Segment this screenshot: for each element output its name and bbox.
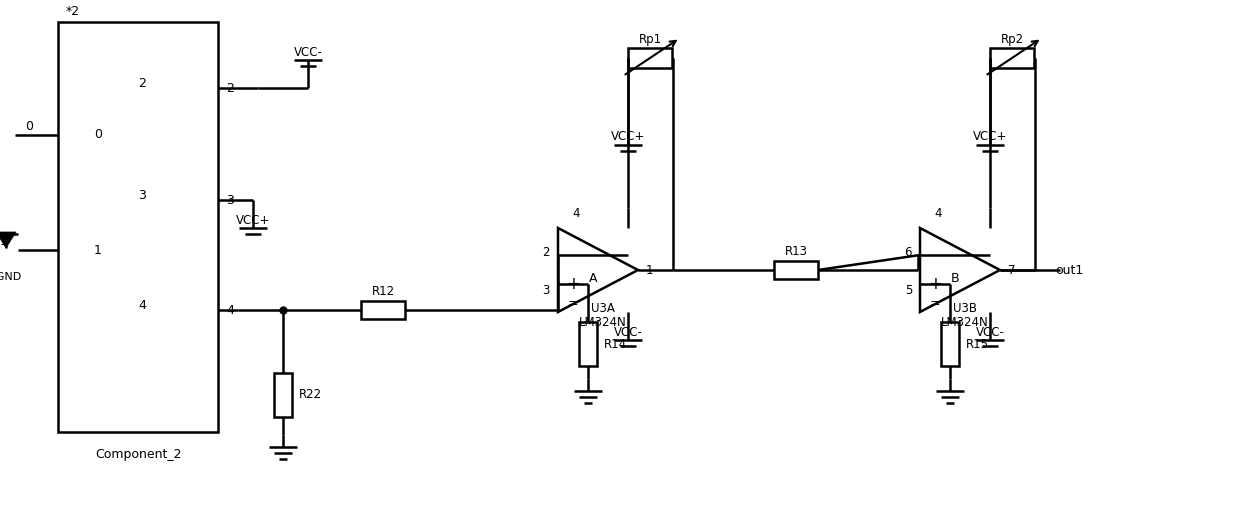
Bar xyxy=(941,322,959,366)
Bar xyxy=(274,373,291,417)
Text: 0: 0 xyxy=(25,120,33,133)
Text: 4: 4 xyxy=(138,299,146,312)
Text: 2: 2 xyxy=(543,246,551,259)
Text: 6: 6 xyxy=(904,246,911,259)
Bar xyxy=(627,48,672,68)
Text: Component_2: Component_2 xyxy=(94,448,181,461)
Text: =: = xyxy=(930,297,940,310)
Text: VCC-: VCC- xyxy=(614,326,642,339)
Text: +: + xyxy=(567,275,580,293)
Text: Rp1: Rp1 xyxy=(639,33,662,46)
Text: 7: 7 xyxy=(1008,264,1016,277)
Text: VCC-: VCC- xyxy=(294,45,322,58)
Text: 4: 4 xyxy=(226,304,234,317)
Text: A: A xyxy=(589,271,598,284)
Text: −: − xyxy=(929,249,941,264)
Text: *2: *2 xyxy=(66,5,81,18)
Bar xyxy=(579,322,596,366)
Text: 5: 5 xyxy=(905,283,911,296)
Bar xyxy=(774,261,818,279)
Text: 1: 1 xyxy=(646,264,653,277)
Text: 2: 2 xyxy=(226,82,234,95)
Text: R15: R15 xyxy=(966,337,990,350)
Text: R14: R14 xyxy=(604,337,627,350)
Bar xyxy=(361,301,405,319)
Text: 1: 1 xyxy=(94,243,102,256)
Bar xyxy=(990,48,1034,68)
Text: R22: R22 xyxy=(299,388,322,401)
Text: =: = xyxy=(568,297,578,310)
Text: LM324N: LM324N xyxy=(941,316,988,329)
Bar xyxy=(58,22,218,432)
Text: U3A: U3A xyxy=(591,302,615,315)
Text: U3B: U3B xyxy=(954,302,977,315)
Text: −: − xyxy=(567,249,579,264)
Text: 3: 3 xyxy=(226,193,234,206)
Text: 3: 3 xyxy=(543,283,551,296)
Text: out1: out1 xyxy=(1055,264,1084,277)
Text: 0: 0 xyxy=(94,128,102,141)
Text: B: B xyxy=(951,271,960,284)
Text: +: + xyxy=(928,275,942,293)
Text: PGND: PGND xyxy=(0,272,22,282)
Text: VCC-: VCC- xyxy=(976,326,1004,339)
Text: 1: 1 xyxy=(0,235,7,248)
Text: LM324N: LM324N xyxy=(579,316,627,329)
Polygon shape xyxy=(0,232,16,248)
Text: R13: R13 xyxy=(785,245,807,258)
Text: VCC+: VCC+ xyxy=(973,131,1007,144)
Text: 4: 4 xyxy=(934,207,941,220)
Text: VCC+: VCC+ xyxy=(236,214,270,227)
Text: 2: 2 xyxy=(138,77,146,90)
Text: VCC+: VCC+ xyxy=(611,131,645,144)
Text: 4: 4 xyxy=(572,207,580,220)
Text: R12: R12 xyxy=(372,285,394,298)
Text: 3: 3 xyxy=(138,189,146,202)
Text: Rp2: Rp2 xyxy=(1001,33,1023,46)
